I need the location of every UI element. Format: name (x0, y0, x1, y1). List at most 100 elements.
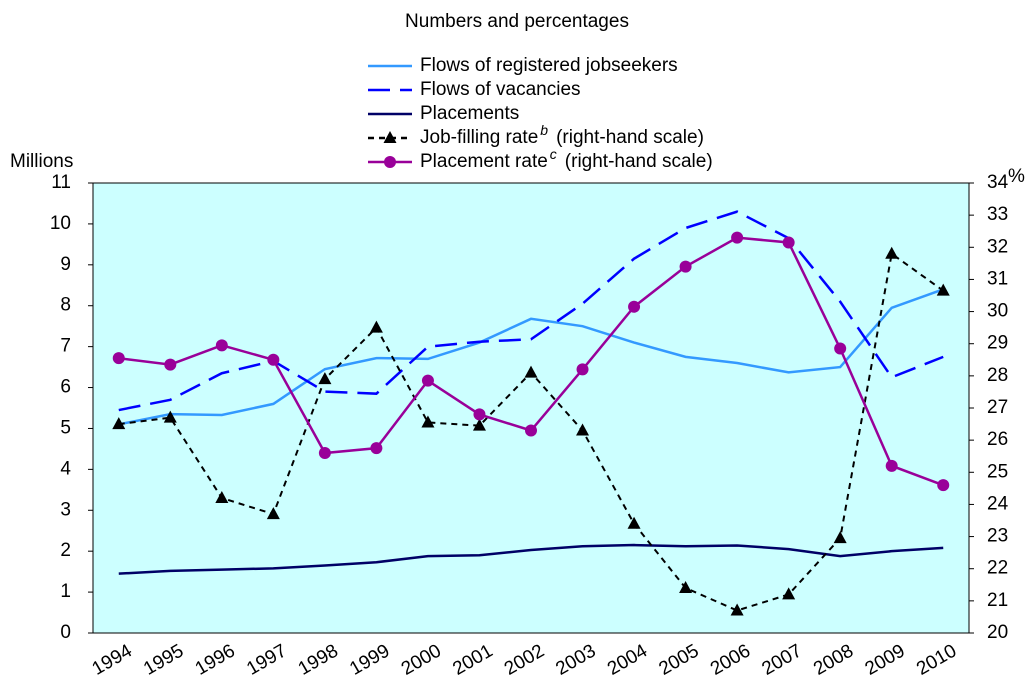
y2-tick-label: 22 (987, 558, 1008, 579)
x-tick-label: 2010 (913, 640, 960, 679)
point (937, 479, 950, 492)
point (473, 408, 486, 421)
point (679, 260, 692, 273)
point (112, 352, 125, 365)
y-tick-label: 4 (60, 458, 71, 479)
point (164, 358, 177, 371)
series-line (118, 210, 944, 412)
y2-tick-label: 29 (987, 333, 1008, 354)
x-tick-label: 1995 (140, 640, 187, 679)
y-tick-label: 2 (60, 540, 71, 561)
x-tick-label: 2009 (862, 640, 909, 679)
y2-tick-label: 25 (987, 461, 1008, 482)
x-tick-label: 1994 (89, 640, 136, 680)
y2-tick-label: 27 (987, 397, 1008, 418)
point (370, 442, 383, 455)
y2-tick-label: 28 (987, 365, 1008, 386)
y-tick-label: 0 (60, 622, 71, 643)
y2-tick-label: 21 (987, 590, 1008, 611)
y2-tick-label: 26 (987, 429, 1008, 450)
x-tick-label: 2000 (398, 640, 445, 679)
point (421, 374, 434, 387)
x-tick-label: 1999 (346, 640, 393, 679)
point (472, 418, 486, 431)
legend-suffix: (right-hand scale) (556, 127, 704, 148)
x-tick-label: 2008 (810, 640, 857, 679)
legend-name: Placements (420, 103, 519, 124)
point (731, 231, 744, 244)
x-tick-label: 1997 (243, 640, 290, 679)
point (576, 423, 590, 436)
plot-area (92, 182, 970, 634)
legend-label: Flows of vacancies (420, 79, 581, 100)
y2-tick-label: 32 (987, 236, 1008, 257)
point (885, 459, 898, 472)
point (384, 156, 396, 168)
point (421, 415, 435, 428)
y-tick-label: 1 (60, 581, 71, 602)
legend-name: Placement rate (420, 151, 548, 172)
point (215, 339, 228, 352)
y-axis-label: Millions (10, 151, 73, 172)
series-line (118, 543, 944, 575)
point (524, 365, 538, 378)
point (833, 531, 847, 544)
point (525, 424, 537, 437)
x-tick-label: 2002 (501, 640, 548, 679)
x-tick-label: 2006 (707, 640, 754, 679)
y-tick-label: 5 (60, 417, 71, 438)
point (318, 372, 332, 385)
x-tick-label: 2001 (449, 640, 496, 679)
point (267, 353, 280, 366)
point (383, 131, 397, 143)
point (834, 342, 847, 355)
point (163, 410, 177, 423)
point (782, 587, 796, 600)
legend-name: Flows of vacancies (420, 79, 581, 100)
y2-tick-label: 31 (987, 268, 1008, 289)
y2-tick-label: 33 (987, 204, 1008, 225)
point (215, 491, 229, 503)
legend-note: c (550, 146, 557, 162)
point (782, 236, 795, 249)
x-tick-label: 2005 (655, 640, 702, 679)
point (318, 447, 331, 459)
point (628, 300, 641, 313)
legend-name: Flows of registered jobseekers (420, 55, 678, 76)
x-tick-label: 2003 (552, 640, 599, 679)
point (730, 603, 744, 616)
legend-label: Placements (420, 103, 519, 124)
y-tick-label: 3 (60, 499, 71, 520)
x-tick-label: 2007 (759, 640, 806, 679)
point (112, 417, 126, 430)
y2-axis-label: % (1008, 166, 1025, 187)
y2-tick-label: 34 (987, 172, 1009, 193)
series-line (118, 288, 944, 426)
point (576, 363, 589, 376)
x-tick-label: 1998 (295, 640, 342, 679)
y2-tick-label: 30 (987, 301, 1008, 322)
point (627, 516, 641, 529)
legend-name: Job-filling rate (420, 127, 538, 148)
y-tick-label: 11 (51, 172, 71, 193)
y-tick-label: 10 (50, 213, 71, 234)
point (266, 507, 280, 520)
point (885, 246, 899, 259)
legend-label: Job-filling rate b (right-hand scale) (420, 122, 704, 148)
legend-suffix: (right-hand scale) (565, 151, 713, 172)
y2-tick-label: 23 (987, 526, 1008, 547)
y-tick-label: 6 (60, 377, 71, 398)
y-tick-label: 7 (60, 336, 71, 357)
x-tick-label: 2004 (604, 640, 651, 680)
chart-title: Numbers and percentages (405, 11, 629, 32)
y2-tick-label: 24 (987, 493, 1009, 514)
legend-note: b (540, 122, 548, 138)
y-tick-label: 8 (60, 295, 71, 316)
point (369, 320, 383, 333)
x-tick-label: 1996 (192, 640, 239, 679)
legend-label: Placement rate c (right-hand scale) (420, 146, 713, 172)
y-tick-label: 9 (60, 254, 71, 275)
y2-tick-label: 20 (987, 622, 1008, 643)
legend-label: Flows of registered jobseekers (420, 55, 678, 76)
